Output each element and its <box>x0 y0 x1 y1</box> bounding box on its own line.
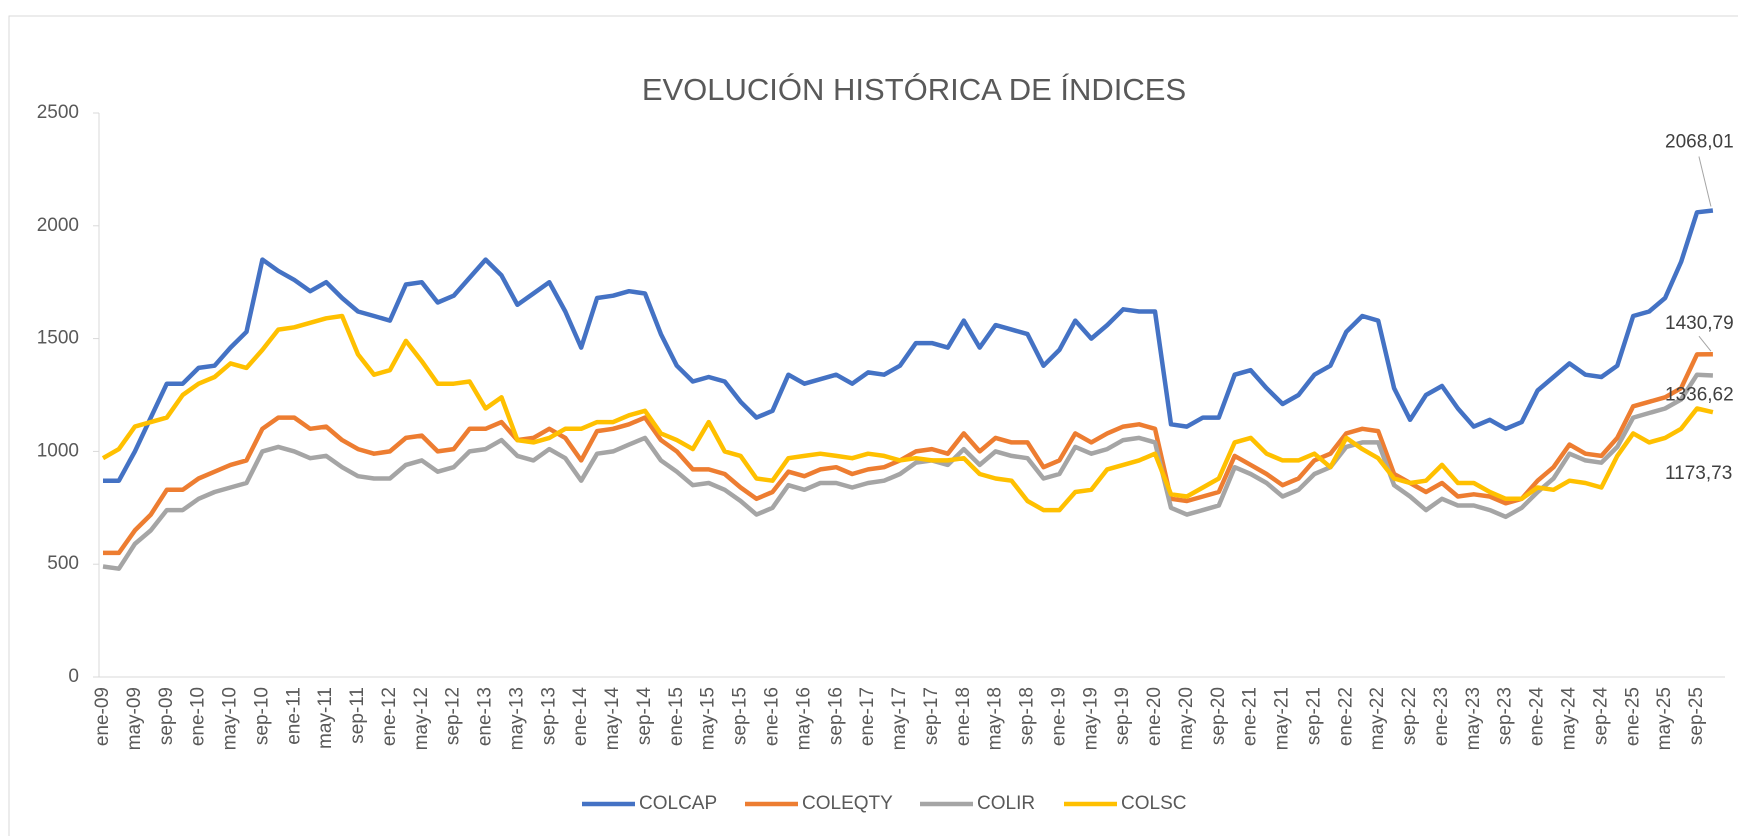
x-tick-label: ene-19 <box>1048 687 1069 746</box>
x-tick-label: may-19 <box>1080 687 1101 750</box>
y-tick-label: 500 <box>47 553 79 574</box>
x-tick-label: may-15 <box>698 687 719 750</box>
x-tick-label: sep-13 <box>538 687 559 745</box>
legend-label: COLIR <box>977 793 1035 814</box>
y-tick-label: 0 <box>68 666 79 687</box>
data-label: 1336,62 <box>1665 384 1734 405</box>
x-tick-label: sep-23 <box>1495 687 1516 745</box>
x-tick-label: ene-11 <box>283 687 304 745</box>
legend-label: COLSC <box>1121 793 1186 814</box>
x-tick-label: may-09 <box>124 687 145 750</box>
x-tick-label: ene-10 <box>188 687 209 746</box>
x-tick-label: may-22 <box>1367 687 1388 750</box>
x-tick-label: ene-20 <box>1144 687 1165 746</box>
x-tick-label: may-13 <box>506 687 527 750</box>
x-tick-label: may-12 <box>411 687 432 750</box>
x-tick-label: sep-25 <box>1686 687 1707 745</box>
x-tick-label: ene-21 <box>1240 687 1261 746</box>
x-tick-label: sep-12 <box>443 687 464 745</box>
x-tick-label: ene-13 <box>475 687 496 746</box>
x-tick-label: sep-10 <box>251 687 272 745</box>
x-tick-label: ene-22 <box>1335 687 1356 746</box>
x-tick-label: ene-25 <box>1622 687 1643 746</box>
data-label: 2068,01 <box>1665 131 1734 152</box>
x-tick-label: sep-19 <box>1112 687 1133 745</box>
legend-label: COLCAP <box>639 793 717 814</box>
y-tick-label: 2000 <box>37 215 79 236</box>
x-tick-label: ene-12 <box>379 687 400 746</box>
x-tick-label: may-20 <box>1176 687 1197 750</box>
x-tick-label: sep-09 <box>156 687 177 745</box>
x-tick-label: ene-23 <box>1431 687 1452 746</box>
x-tick-label: may-11 <box>315 687 336 749</box>
data-label: 1430,79 <box>1665 313 1734 334</box>
x-tick-label: sep-16 <box>825 687 846 745</box>
y-tick-label: 2500 <box>37 102 79 123</box>
x-tick-label: sep-22 <box>1399 687 1420 745</box>
x-tick-label: sep-14 <box>634 687 655 746</box>
x-tick-label: may-23 <box>1463 687 1484 750</box>
x-tick-label: ene-18 <box>953 687 974 746</box>
legend-label: COLEQTY <box>802 793 893 814</box>
leader-line <box>1698 156 1712 207</box>
y-tick-label: 1500 <box>37 328 79 349</box>
x-tick-label: may-10 <box>220 687 241 750</box>
x-tick-label: ene-24 <box>1527 687 1548 747</box>
series-line <box>101 313 1714 513</box>
x-tick-label: may-17 <box>889 687 910 750</box>
x-tick-label: sep-18 <box>1017 687 1038 745</box>
x-tick-label: sep-11 <box>347 687 368 744</box>
x-tick-label: ene-14 <box>570 687 591 747</box>
x-tick-label: sep-20 <box>1208 687 1229 745</box>
x-tick-label: ene-15 <box>666 687 687 746</box>
y-tick-label: 1000 <box>37 440 79 461</box>
x-tick-label: ene-16 <box>761 687 782 746</box>
x-tick-label: sep-24 <box>1590 687 1611 746</box>
x-tick-label: sep-17 <box>921 687 942 745</box>
chart-title: EVOLUCIÓN HISTÓRICA DE ÍNDICES <box>642 72 1186 107</box>
series-line <box>102 372 1714 571</box>
x-tick-label: ene-17 <box>857 687 878 746</box>
leader-line <box>1698 335 1712 352</box>
x-tick-label: may-24 <box>1558 687 1579 751</box>
x-tick-label: sep-21 <box>1303 687 1324 745</box>
x-tick-label: may-16 <box>793 687 814 750</box>
data-label: 1173,73 <box>1665 463 1732 484</box>
chart-frame <box>8 15 1738 836</box>
series-line <box>103 208 1714 483</box>
x-tick-label: may-18 <box>985 687 1006 750</box>
x-tick-label: may-21 <box>1272 687 1293 750</box>
x-tick-label: sep-15 <box>730 687 751 745</box>
x-tick-label: ene-09 <box>92 687 113 746</box>
series-line <box>103 351 1713 556</box>
x-tick-label: may-25 <box>1654 687 1675 750</box>
x-tick-label: may-14 <box>602 687 623 751</box>
